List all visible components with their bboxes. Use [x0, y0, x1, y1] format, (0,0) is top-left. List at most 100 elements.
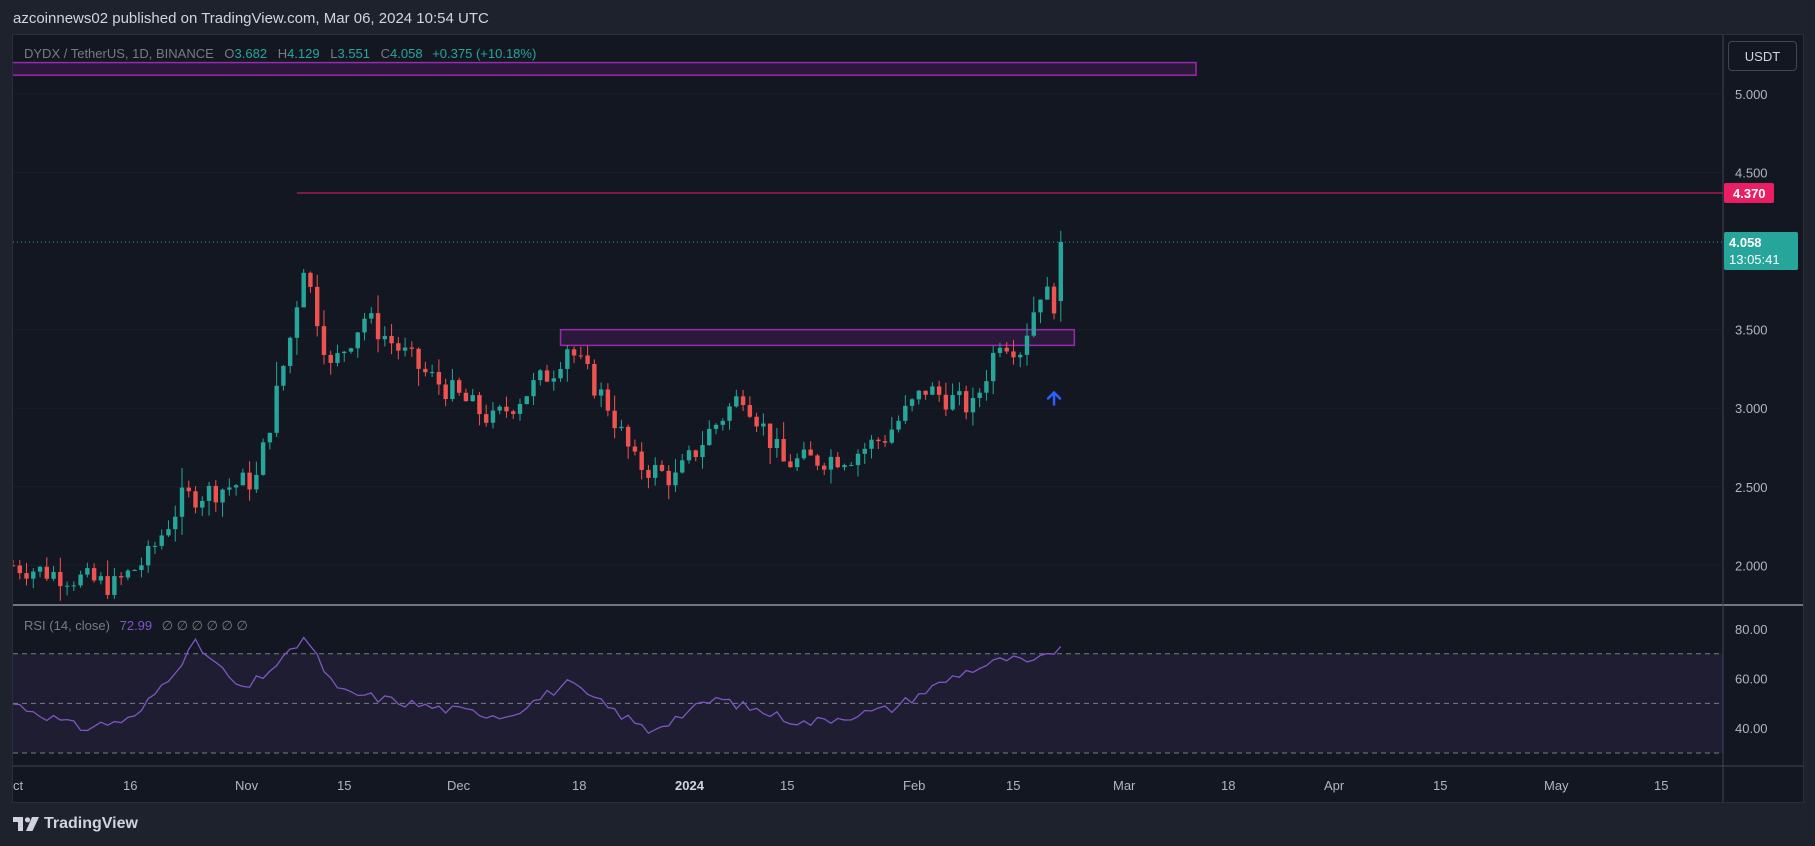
- candle-body: [632, 446, 638, 452]
- resistance-price-label: 4.370: [1733, 186, 1766, 201]
- candle-body: [159, 535, 164, 546]
- candle-body: [287, 337, 293, 366]
- chart-panel[interactable]: 5.000 4.500 3.500 3.000 2.500 2.000 4.370 4.058…: [12, 34, 1804, 803]
- candle-body: [991, 352, 996, 382]
- tradingview-brand[interactable]: TradingView: [13, 815, 138, 833]
- candle-body: [727, 406, 732, 421]
- candle-body: [423, 368, 428, 373]
- close-value: 4.058: [390, 46, 423, 61]
- candle-body: [538, 370, 543, 381]
- candle-body: [734, 396, 739, 407]
- candle-body: [598, 389, 604, 396]
- candle-body: [984, 381, 989, 393]
- candle-body: [707, 428, 712, 446]
- candle-body: [267, 432, 273, 443]
- candle-body: [409, 347, 415, 349]
- candle-body: [551, 378, 556, 382]
- candle-body: [1024, 335, 1030, 355]
- time-tick-label: 15: [780, 778, 794, 793]
- candle-body: [179, 487, 185, 517]
- rsi-tick-label: 40.00: [1735, 721, 1768, 736]
- candle-body: [592, 363, 597, 396]
- high-value: 4.129: [287, 46, 320, 61]
- footer-bar: TradingView: [0, 803, 1815, 846]
- candle-body: [740, 396, 746, 406]
- open-label: O: [224, 46, 235, 61]
- candle-body: [31, 571, 36, 579]
- currency-button[interactable]: USDT: [1728, 41, 1797, 71]
- candle-body: [1004, 347, 1009, 352]
- candle-body: [220, 489, 225, 503]
- time-tick-label: 18: [1221, 778, 1235, 793]
- candle-body: [98, 576, 104, 581]
- candle-body: [801, 449, 807, 459]
- candle-body: [78, 574, 83, 586]
- candle-body: [862, 448, 867, 454]
- candle-body: [166, 529, 171, 536]
- candle-body: [963, 391, 969, 413]
- candle-body: [240, 472, 246, 486]
- time-tick-label: 2024: [675, 778, 705, 793]
- candle-body: [619, 426, 624, 429]
- candle-body: [511, 411, 516, 414]
- candle-body: [416, 348, 421, 369]
- candle-body: [58, 571, 63, 587]
- rsi-extras: ∅ ∅ ∅ ∅ ∅ ∅: [161, 618, 248, 633]
- candle-body: [639, 451, 644, 470]
- candle-body: [646, 469, 651, 478]
- candle-body: [1051, 286, 1057, 314]
- header-bar: azcoinnews02 published on TradingView.co…: [0, 0, 1815, 34]
- candle-body: [585, 355, 590, 364]
- candle-body: [463, 392, 469, 402]
- candle-body: [91, 568, 97, 581]
- candle-body: [1031, 312, 1036, 336]
- candle-body: [808, 449, 813, 456]
- candle-body: [970, 397, 976, 413]
- low-value: 3.551: [337, 46, 371, 61]
- candle-body: [903, 405, 908, 421]
- candle-body: [85, 568, 90, 575]
- symbol-name[interactable]: DYDX / TetherUS, 1D, BINANCE: [24, 46, 214, 61]
- candle-body: [51, 571, 56, 579]
- candle-body: [382, 335, 387, 340]
- candle-body: [774, 438, 780, 448]
- candle-body: [233, 485, 239, 488]
- candle-body: [470, 395, 475, 402]
- price-tick-label: 3.000: [1735, 401, 1768, 416]
- candle-body: [260, 442, 266, 475]
- candle-body: [565, 349, 570, 369]
- brand-name: TradingView: [44, 815, 138, 832]
- chart-canvas[interactable]: 5.000 4.500 3.500 3.000 2.500 2.000 4.370 4.058…: [13, 35, 1804, 803]
- time-tick-label: 15: [1654, 778, 1668, 793]
- zone-rectangle-2: [559, 328, 1076, 347]
- candle-body: [213, 485, 218, 503]
- candle-body: [666, 470, 671, 486]
- open-value: 3.682: [234, 46, 268, 61]
- low-label: L: [330, 46, 338, 61]
- candle-body: [13, 565, 16, 567]
- candle-body: [227, 487, 232, 490]
- candle-body: [713, 424, 719, 429]
- time-tick-label: Nov: [235, 778, 259, 793]
- candle-body: [930, 386, 935, 395]
- candle-body: [375, 313, 381, 340]
- candle-body: [450, 380, 455, 400]
- candle-body: [118, 576, 124, 578]
- candle-body: [916, 390, 922, 400]
- candle-body: [544, 370, 550, 382]
- rsi-tick-label: 60.00: [1735, 672, 1768, 687]
- candle-body: [173, 516, 178, 530]
- candle-body: [281, 365, 286, 386]
- candle-body: [321, 326, 327, 355]
- price-tick-label: 2.500: [1735, 480, 1768, 495]
- candle-body: [815, 455, 820, 466]
- candle-body: [720, 420, 725, 425]
- candle-body: [24, 573, 29, 579]
- rsi-tick-label: 80.00: [1735, 622, 1768, 637]
- candle-body: [193, 491, 198, 508]
- rsi-title[interactable]: RSI (14, close): [24, 618, 110, 633]
- candle-body: [822, 465, 827, 470]
- time-tick-label: 18: [572, 778, 586, 793]
- candle-body: [37, 566, 43, 572]
- candle-body: [44, 566, 49, 579]
